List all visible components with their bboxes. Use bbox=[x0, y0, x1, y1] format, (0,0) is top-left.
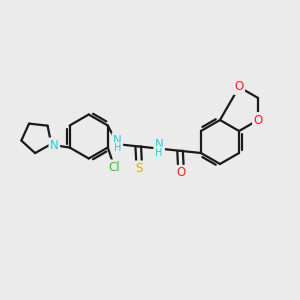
Text: N: N bbox=[155, 138, 164, 151]
Text: Cl: Cl bbox=[109, 161, 120, 174]
Text: O: O bbox=[176, 166, 186, 179]
Text: O: O bbox=[254, 113, 263, 127]
Text: H: H bbox=[155, 148, 163, 158]
Text: N: N bbox=[50, 139, 59, 152]
Text: H: H bbox=[114, 143, 121, 153]
Text: O: O bbox=[234, 80, 244, 94]
Text: S: S bbox=[136, 162, 143, 175]
Text: N: N bbox=[113, 134, 122, 147]
